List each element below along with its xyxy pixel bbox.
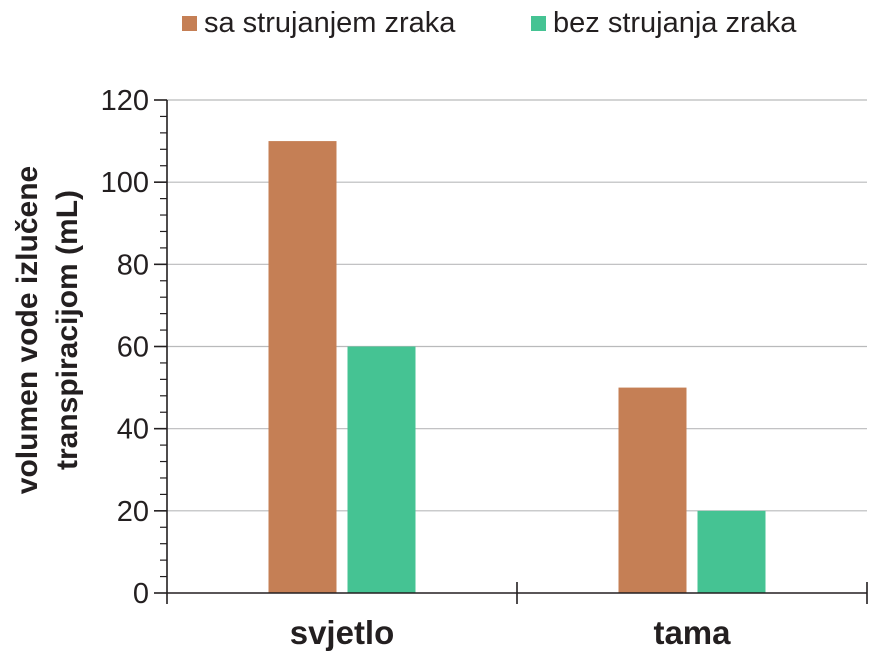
bar-1-tama [618, 387, 687, 593]
legend-item-series-2: bez strujanja zraka [531, 6, 796, 40]
legend-item-series-1: sa strujanjem zraka [182, 6, 455, 40]
x-tick-label-tama: tama [653, 614, 731, 651]
legend-label-series-1: sa strujanjem zraka [204, 6, 456, 39]
bar-2-svjetlo [347, 346, 416, 593]
x-tick-label-svjetlo: svjetlo [290, 614, 395, 651]
y-tick-label: 20 [117, 496, 149, 528]
bar-1-svjetlo [268, 141, 337, 594]
legend-swatch-series-2 [531, 15, 546, 31]
legend-label-series-2: bez strujanja zraka [553, 6, 797, 39]
legend-swatch-series-1 [182, 15, 197, 31]
y-tick-label: 60 [117, 332, 149, 364]
y-tick-labels: 0 20 40 60 80 100 120 [101, 85, 149, 610]
y-tick-label: 120 [101, 85, 149, 117]
bar-2-tama [697, 510, 766, 593]
y-tick-label: 80 [117, 249, 149, 281]
y-tick-label: 40 [117, 414, 149, 446]
x-tick-labels: svjetlo tama [290, 614, 731, 651]
bars [268, 141, 766, 594]
y-tick-label: 0 [133, 578, 149, 610]
y-tick-label: 100 [101, 167, 149, 199]
axes [154, 99, 868, 604]
legend: sa strujanjem zraka bez strujanja zraka [0, 0, 878, 50]
